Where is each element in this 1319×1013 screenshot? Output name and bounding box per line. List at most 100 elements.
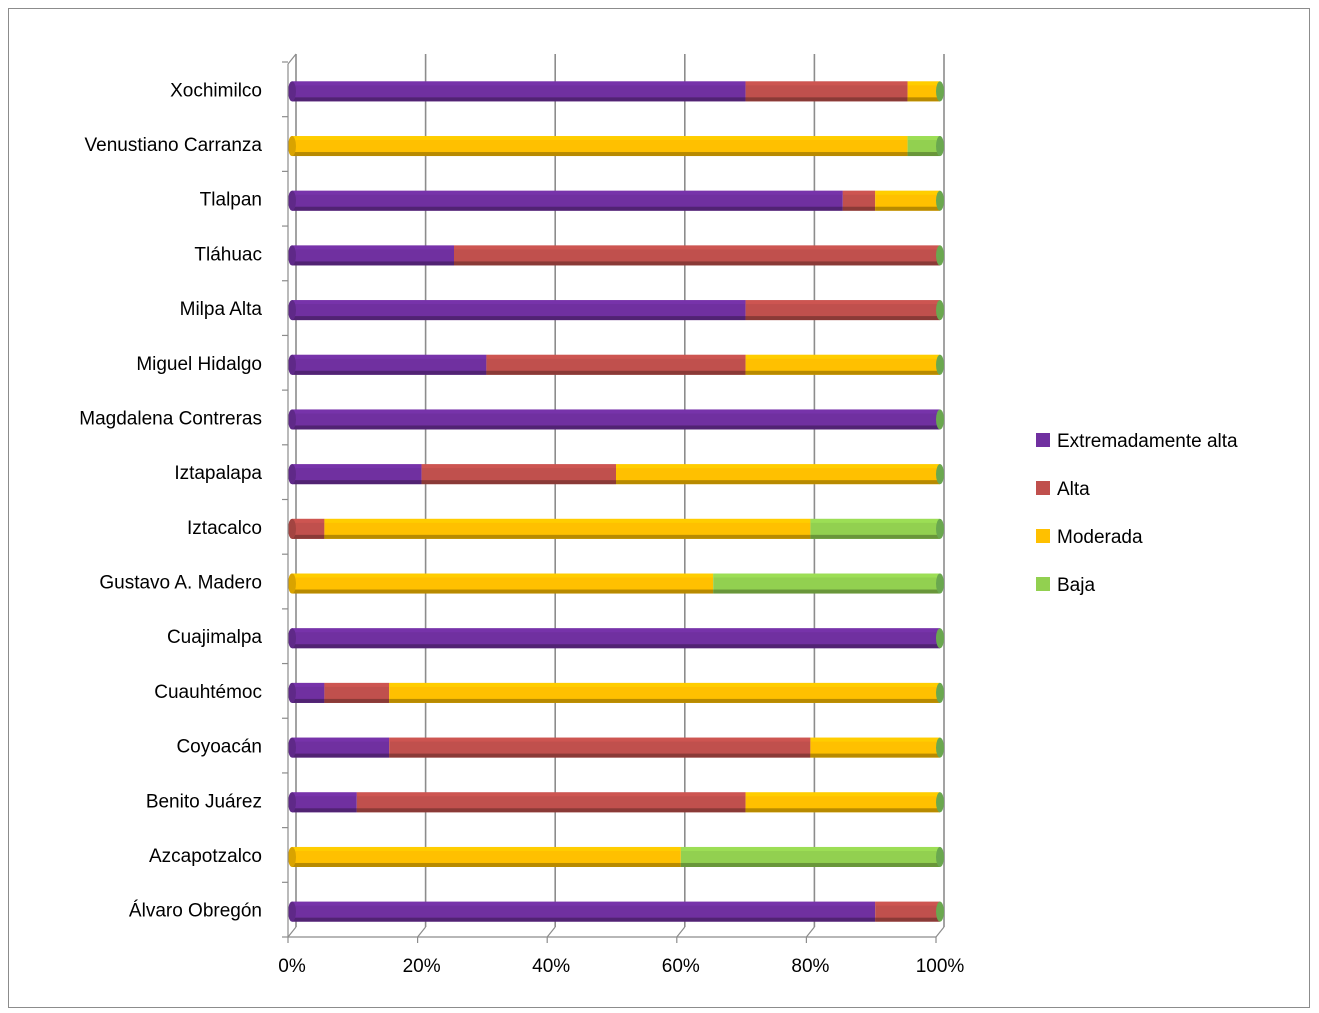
- bar-highlight: [842, 190, 876, 195]
- bar-shadow: [292, 589, 714, 594]
- bar-segment-alta: [875, 901, 940, 922]
- bar-cap-right: [936, 409, 944, 430]
- x-tick-label: 100%: [916, 956, 965, 977]
- legend-label: Baja: [1057, 575, 1095, 596]
- bar-segment-baja: [680, 846, 940, 867]
- bar-highlight: [713, 573, 940, 578]
- bar-cap-left: [288, 190, 296, 211]
- bar-cap-right: [936, 682, 944, 703]
- category-label: Miguel Hidalgo: [136, 354, 262, 375]
- bar-cap-right: [936, 628, 944, 649]
- bar-segment-alta: [842, 190, 876, 211]
- bar-highlight: [292, 300, 746, 305]
- bar-cap-left: [288, 792, 296, 813]
- bar-highlight: [292, 628, 940, 633]
- bar-highlight: [292, 81, 746, 86]
- bar-shadow: [292, 370, 487, 375]
- bar-cap-right: [936, 354, 944, 375]
- bar-cap-left: [288, 737, 296, 758]
- bar-shadow: [292, 480, 422, 485]
- bar-segment-baja: [713, 573, 940, 594]
- bar-segment-moderada: [907, 81, 940, 102]
- bar-segment-alta: [745, 300, 940, 321]
- floor-line: [287, 926, 297, 938]
- bar-shadow: [292, 316, 746, 321]
- bar-shadow: [907, 97, 940, 102]
- bar-segment-extremadamente-alta: [292, 682, 325, 703]
- bar-shadow: [389, 753, 811, 758]
- bar-shadow: [324, 698, 390, 703]
- bar-shadow: [745, 808, 940, 813]
- floor-line: [935, 926, 945, 938]
- bar-highlight: [292, 518, 325, 523]
- bar-shadow: [875, 206, 940, 211]
- category-label: Azcapotzalco: [149, 846, 262, 867]
- bar-cap-left: [288, 354, 296, 375]
- bar-shadow: [292, 534, 325, 539]
- bar-highlight: [292, 190, 843, 195]
- bar-cap-right: [936, 464, 944, 485]
- bar-segment-moderada: [292, 846, 681, 867]
- bar-highlight: [745, 81, 908, 86]
- bar-segment-moderada: [292, 136, 908, 157]
- bar-shadow: [745, 97, 908, 102]
- bar-shadow: [713, 589, 940, 594]
- bar-segment-alta: [454, 245, 940, 266]
- bar-shadow: [292, 917, 876, 922]
- category-labels: Álvaro Obregón Azcapotzalco Benito Juárez C…: [79, 80, 262, 921]
- bar-highlight: [292, 901, 876, 906]
- bar-shadow: [810, 753, 940, 758]
- bar-segment-extremadamente-alta: [292, 464, 422, 485]
- bar-segment-extremadamente-alta: [292, 245, 454, 266]
- bar-segment-alta: [486, 354, 746, 375]
- bar-cap-right: [936, 792, 944, 813]
- bar-segment-extremadamente-alta: [292, 901, 876, 922]
- bar-segment-alta: [324, 682, 390, 703]
- bar-highlight: [875, 190, 940, 195]
- bar-shadow: [292, 808, 357, 813]
- bar-cap-right: [936, 245, 944, 266]
- bar-segment-moderada: [745, 354, 940, 375]
- y-axis-diag: [287, 53, 297, 65]
- bar-cap-left: [288, 846, 296, 867]
- bar-shadow: [616, 480, 940, 485]
- bar-cap-left: [288, 245, 296, 266]
- bar-cap-left: [288, 573, 296, 594]
- bar-shadow: [356, 808, 746, 813]
- bar-highlight: [680, 846, 940, 851]
- bar-segment-moderada: [324, 518, 811, 539]
- bar-highlight: [745, 792, 940, 797]
- bar-shadow: [292, 862, 681, 867]
- bar-shadow: [745, 316, 940, 321]
- bar-cap-right: [936, 901, 944, 922]
- bar-cap-left: [288, 682, 296, 703]
- bar-segment-extremadamente-alta: [292, 737, 390, 758]
- bar-segment-moderada: [875, 190, 940, 211]
- category-label: Álvaro Obregón: [129, 901, 262, 922]
- floor-line: [417, 926, 427, 938]
- bar-cap-right: [936, 190, 944, 211]
- category-label: Iztacalco: [187, 518, 262, 539]
- bar-cap-left: [288, 136, 296, 157]
- bar-highlight: [810, 737, 940, 742]
- bar-shadow: [454, 261, 940, 266]
- bar-highlight: [292, 682, 325, 687]
- bar-highlight: [486, 354, 746, 359]
- category-label: Cuajimalpa: [167, 627, 262, 648]
- bar-shadow: [292, 97, 746, 102]
- bar-shadow: [292, 425, 940, 430]
- bar-highlight: [745, 354, 940, 359]
- bar-segment-alta: [356, 792, 746, 813]
- x-tick-label: 80%: [791, 956, 829, 977]
- bar-highlight: [389, 682, 940, 687]
- x-tick-label: 20%: [403, 956, 441, 977]
- bar-segment-extremadamente-alta: [292, 409, 940, 430]
- bar-segment-moderada: [616, 464, 940, 485]
- bar-highlight: [745, 300, 940, 305]
- bar-highlight: [810, 518, 940, 523]
- bar-shadow: [292, 152, 908, 157]
- bar-highlight: [292, 573, 714, 578]
- bar-shadow: [421, 480, 616, 485]
- bar-segment-extremadamente-alta: [292, 190, 843, 211]
